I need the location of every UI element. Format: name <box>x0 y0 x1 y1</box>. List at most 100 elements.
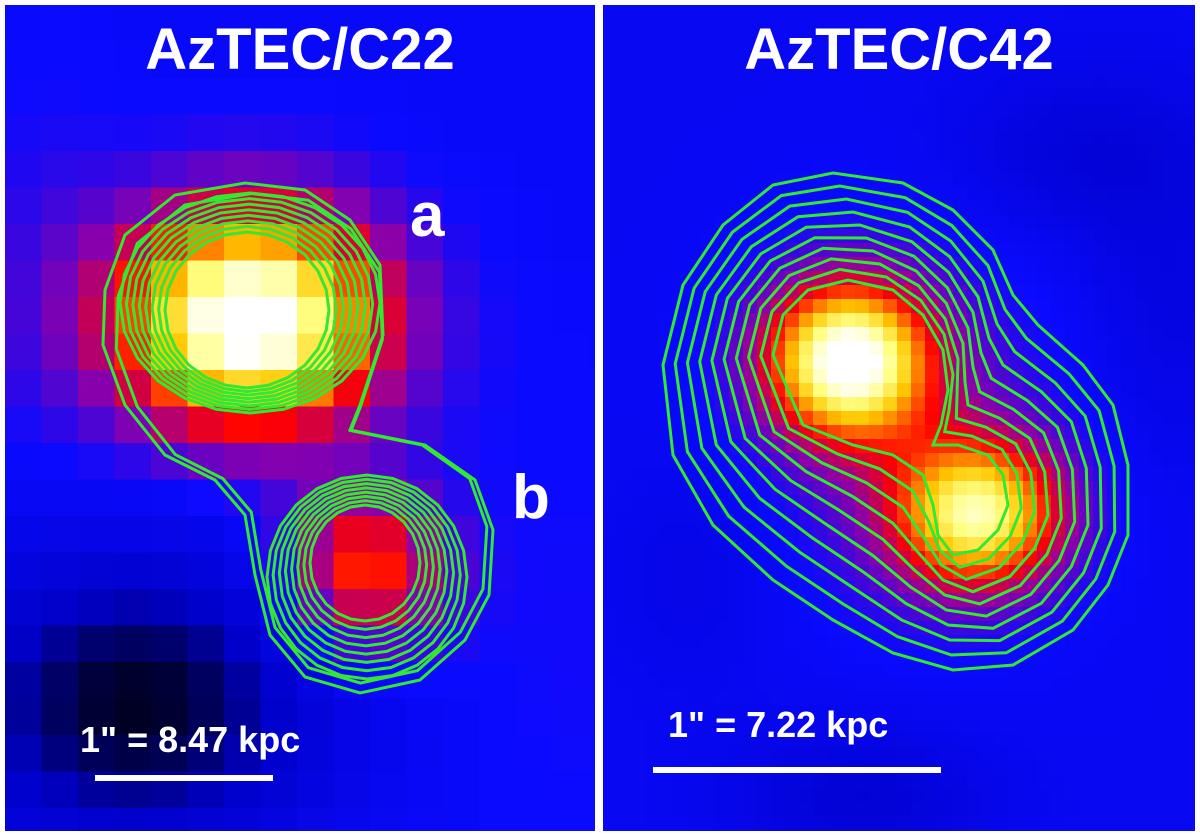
c42-pixel <box>1093 159 1108 174</box>
c42-pixel <box>617 75 632 90</box>
c42-pixel <box>925 705 940 720</box>
c42-pixel <box>715 621 730 636</box>
c22-pixel <box>260 114 298 152</box>
c42-pixel <box>785 145 800 160</box>
c42-pixel <box>603 285 618 300</box>
c42-pixel <box>841 523 856 538</box>
c22-pixel <box>78 297 116 335</box>
c42-pixel <box>673 719 688 734</box>
c42-pixel <box>1177 817 1192 831</box>
c42-pixel <box>673 47 688 62</box>
c42-pixel <box>855 5 870 20</box>
c42-pixel <box>1191 509 1195 524</box>
c42-pixel <box>841 159 856 174</box>
c42-pixel <box>1135 481 1150 496</box>
c42-pixel <box>757 691 772 706</box>
c22-pixel <box>114 370 152 408</box>
c42-pixel <box>967 187 982 202</box>
c42-pixel <box>743 285 758 300</box>
c42-pixel <box>743 117 758 132</box>
c42-pixel <box>701 187 716 202</box>
c42-pixel <box>631 341 646 356</box>
c42-pixel <box>603 677 618 692</box>
c42-pixel <box>603 47 618 62</box>
c42-pixel <box>841 299 856 314</box>
c42-pixel <box>1093 817 1108 831</box>
c42-pixel <box>1009 453 1024 468</box>
c42-pixel <box>645 89 660 104</box>
c42-pixel <box>827 173 842 188</box>
c22-pixel <box>260 297 298 335</box>
c42-pixel <box>869 159 884 174</box>
c42-pixel <box>841 117 856 132</box>
c42-pixel <box>1121 369 1136 384</box>
c22-pixel <box>443 78 481 116</box>
c42-pixel <box>645 509 660 524</box>
c42-pixel <box>953 117 968 132</box>
c42-pixel <box>1191 719 1195 734</box>
c42-pixel <box>617 187 632 202</box>
c42-pixel <box>617 61 632 76</box>
c42-pixel <box>869 313 884 328</box>
c42-pixel <box>673 817 688 831</box>
c42-pixel <box>715 775 730 790</box>
c42-pixel <box>995 33 1010 48</box>
c42-pixel <box>757 509 772 524</box>
c22-pixel <box>5 625 43 663</box>
c42-pixel <box>659 411 674 426</box>
c42-pixel <box>673 243 688 258</box>
c42-pixel <box>603 453 618 468</box>
c42-pixel <box>1065 635 1080 650</box>
c42-pixel <box>1177 89 1192 104</box>
c42-pixel <box>617 467 632 482</box>
c42-pixel <box>645 243 660 258</box>
c42-pixel <box>953 19 968 34</box>
c42-pixel <box>1177 789 1192 804</box>
c22-pixel <box>224 260 262 298</box>
c42-pixel <box>1079 131 1094 146</box>
c42-pixel <box>701 607 716 622</box>
c42-pixel <box>953 803 968 818</box>
c42-pixel <box>645 481 660 496</box>
c42-pixel <box>659 145 674 160</box>
c42-pixel <box>771 495 786 510</box>
c22-pixel <box>187 260 225 298</box>
c22-pixel <box>589 625 595 663</box>
c42-pixel <box>925 397 940 412</box>
c42-pixel <box>1051 411 1066 426</box>
c42-pixel <box>743 663 758 678</box>
c42-pixel <box>953 103 968 118</box>
c42-pixel <box>1121 719 1136 734</box>
c22-pixel <box>151 552 189 590</box>
c42-pixel <box>1163 663 1178 678</box>
c42-pixel <box>701 593 716 608</box>
c42-pixel <box>855 229 870 244</box>
c42-pixel <box>645 201 660 216</box>
c22-pixel <box>224 589 262 627</box>
c42-pixel <box>771 789 786 804</box>
c42-pixel <box>715 61 730 76</box>
c42-pixel <box>855 117 870 132</box>
c22-pixel <box>589 297 595 335</box>
c42-pixel <box>1135 173 1150 188</box>
c42-pixel <box>1107 775 1122 790</box>
c42-pixel <box>1107 257 1122 272</box>
c42-pixel <box>743 75 758 90</box>
c42-pixel <box>729 677 744 692</box>
c42-pixel <box>1023 551 1038 566</box>
c42-pixel <box>1107 229 1122 244</box>
c42-pixel <box>1037 47 1052 62</box>
c42-pixel <box>1121 145 1136 160</box>
c42-pixel <box>841 733 856 748</box>
c22-pixel <box>370 151 408 189</box>
c42-pixel <box>1163 803 1178 818</box>
c42-pixel <box>911 397 926 412</box>
c42-pixel <box>617 117 632 132</box>
c42-pixel <box>1177 33 1192 48</box>
c42-pixel <box>729 523 744 538</box>
c42-pixel <box>645 355 660 370</box>
c42-pixel <box>869 789 884 804</box>
c42-pixel <box>1009 775 1024 790</box>
c42-pixel <box>1009 5 1024 20</box>
c42-pixel <box>883 663 898 678</box>
